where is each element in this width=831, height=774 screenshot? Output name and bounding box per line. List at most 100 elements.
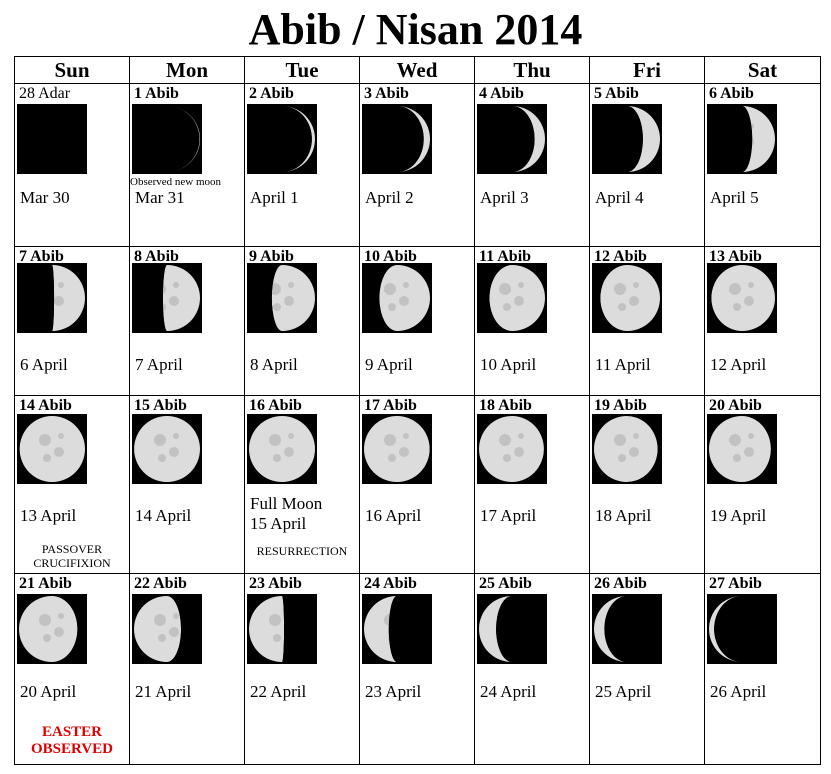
hebrew-date: 11 Abib bbox=[479, 248, 532, 265]
moon-shadow-area bbox=[388, 596, 430, 662]
moon-lit-area bbox=[594, 596, 627, 662]
calendar-day-cell: 27 Abib 26 April bbox=[705, 574, 821, 765]
moon-phase-icon bbox=[249, 596, 315, 662]
moon-phase-image bbox=[362, 104, 432, 174]
moon-phase-icon bbox=[249, 416, 315, 482]
moon-mare-spot bbox=[273, 303, 281, 311]
moon-phase-image bbox=[592, 414, 662, 484]
moon-lit-area bbox=[249, 596, 285, 662]
day-header-mon: Mon bbox=[130, 57, 245, 84]
moon-phase-icon bbox=[249, 106, 315, 172]
moon-phase-image bbox=[17, 594, 87, 664]
calendar-grid: Sun Mon Tue Wed Thu Fri Sat 28 Adar Mar 30 1 Abib… bbox=[14, 56, 821, 765]
calendar-day-cell: 14 Abib 13 April PASSOVER CRUCIFIXION bbox=[15, 396, 130, 574]
calendar-day-cell: 6 Abib April 5 bbox=[705, 84, 821, 247]
gregorian-date: 16 April bbox=[365, 506, 422, 525]
hebrew-date: 7 Abib bbox=[19, 248, 64, 265]
hebrew-date: 14 Abib bbox=[19, 397, 72, 414]
moon-shadow-area bbox=[364, 106, 424, 172]
hebrew-date: 22 Abib bbox=[134, 575, 187, 592]
moon-phase-icon bbox=[364, 596, 430, 662]
hebrew-date: 25 Abib bbox=[479, 575, 532, 592]
moon-shadow-area bbox=[134, 106, 200, 172]
gregorian-date: 15 April bbox=[250, 514, 307, 533]
moon-phase-image bbox=[477, 263, 547, 333]
calendar-day-cell: 3 Abib April 2 bbox=[360, 84, 475, 247]
calendar-day-cell: 9 Abib 8 April bbox=[245, 247, 360, 396]
moon-lit-area bbox=[162, 265, 200, 331]
moon-mare-spot bbox=[499, 283, 511, 295]
gregorian-date: 25 April bbox=[595, 682, 652, 701]
moon-shadow-area bbox=[364, 265, 397, 331]
calendar-day-cell: 16 Abib Full Moon 15 April RESURRECTION bbox=[245, 396, 360, 574]
moon-mare-spot bbox=[269, 434, 281, 446]
moon-phase-icon bbox=[249, 265, 315, 331]
gregorian-date: 6 April bbox=[20, 355, 68, 374]
moon-mare-spot bbox=[518, 282, 524, 288]
gregorian-date: 22 April bbox=[250, 682, 307, 701]
moon-phase-image bbox=[247, 414, 317, 484]
moon-phase-image bbox=[707, 104, 777, 174]
calendar-day-cell: 22 Abib 21 April bbox=[130, 574, 245, 765]
hebrew-date: 26 Abib bbox=[594, 575, 647, 592]
moon-mare-spot bbox=[39, 614, 51, 626]
moon-mare-spot bbox=[403, 433, 409, 439]
gregorian-date: 12 April bbox=[710, 355, 767, 374]
day-header-sun: Sun bbox=[15, 57, 130, 84]
moon-mare-spot bbox=[169, 447, 179, 457]
moon-phase-image bbox=[247, 104, 317, 174]
moon-mare-spot bbox=[54, 627, 64, 637]
moon-phase-image bbox=[477, 414, 547, 484]
calendar-day-cell: 24 Abib 23 April bbox=[360, 574, 475, 765]
hebrew-date: 20 Abib bbox=[709, 397, 762, 414]
moon-mare-spot bbox=[733, 303, 741, 311]
moon-mare-spot bbox=[514, 447, 524, 457]
moon-phase-icon bbox=[364, 106, 430, 172]
gregorian-date: April 5 bbox=[710, 188, 759, 207]
moon-phase-icon bbox=[594, 416, 660, 482]
moon-phase-icon bbox=[594, 596, 660, 662]
gregorian-date: 21 April bbox=[135, 682, 192, 701]
hebrew-date: 9 Abib bbox=[249, 248, 294, 265]
calendar-day-cell: 11 Abib 10 April bbox=[475, 247, 590, 396]
moon-phase-icon bbox=[594, 265, 660, 331]
gregorian-date: 19 April bbox=[710, 506, 767, 525]
calendar-day-cell: 26 Abib 25 April bbox=[590, 574, 705, 765]
moon-shadow-area bbox=[496, 596, 545, 662]
moon-phase-image bbox=[362, 594, 432, 664]
moon-mare-spot bbox=[154, 434, 166, 446]
moon-mare-spot bbox=[269, 614, 281, 626]
hebrew-date: 27 Abib bbox=[709, 575, 762, 592]
moon-mare-spot bbox=[154, 614, 166, 626]
gregorian-date: 10 April bbox=[480, 355, 537, 374]
calendar-day-cell: 17 Abib 16 April bbox=[360, 396, 475, 574]
moon-lit-area bbox=[709, 596, 742, 662]
moon-shadow-area bbox=[249, 106, 312, 172]
calendar-day-cell: 8 Abib 7 April bbox=[130, 247, 245, 396]
calendar-day-cell: 2 Abib April 1 bbox=[245, 84, 360, 247]
moon-mare-spot bbox=[384, 283, 396, 295]
moon-shadow-area bbox=[249, 265, 282, 331]
moon-phase-icon bbox=[709, 596, 775, 662]
hebrew-date: 5 Abib bbox=[594, 85, 639, 102]
moon-phase-image bbox=[707, 414, 777, 484]
moon-phase-image bbox=[592, 104, 662, 174]
gregorian-date: 18 April bbox=[595, 506, 652, 525]
moon-phase-icon bbox=[19, 596, 85, 662]
moon-shadow-area bbox=[709, 106, 753, 172]
hebrew-date: 18 Abib bbox=[479, 397, 532, 414]
moon-phase-icon bbox=[19, 265, 85, 331]
hebrew-date: 2 Abib bbox=[249, 85, 294, 102]
moon-lit-area bbox=[397, 106, 430, 172]
day-header-thu: Thu bbox=[475, 57, 590, 84]
gregorian-date: 23 April bbox=[365, 682, 422, 701]
moon-phase-icon bbox=[364, 265, 430, 331]
gregorian-date: April 2 bbox=[365, 188, 414, 207]
moon-mare-spot bbox=[518, 433, 524, 439]
moon-mare-spot bbox=[729, 283, 741, 295]
moon-mare-spot bbox=[748, 433, 754, 439]
moon-phase-icon bbox=[17, 104, 87, 174]
moon-phase-image bbox=[707, 263, 777, 333]
hebrew-date: 19 Abib bbox=[594, 397, 647, 414]
moon-phase-label: Full Moon bbox=[250, 494, 323, 513]
